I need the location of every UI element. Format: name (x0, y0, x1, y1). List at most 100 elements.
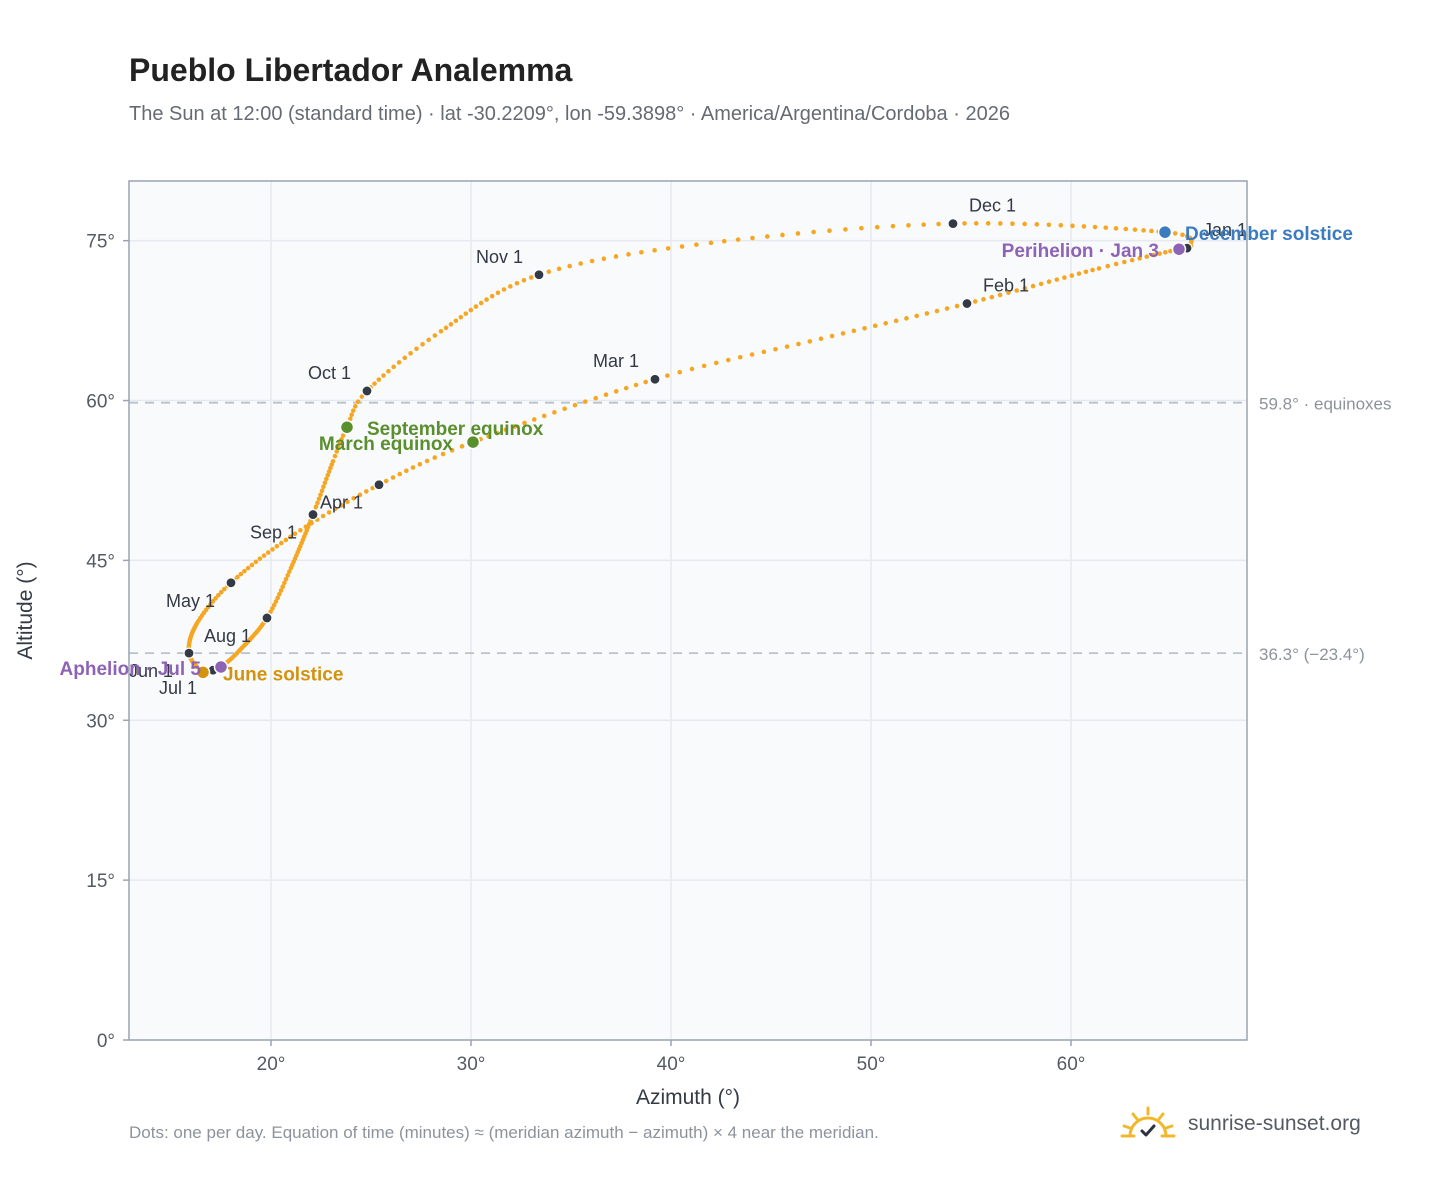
day-dot (503, 427, 509, 433)
month-label: Oct 1 (308, 363, 351, 383)
event-marker (1171, 241, 1187, 257)
month-marker (373, 479, 385, 491)
day-dot (522, 420, 527, 426)
day-dot (924, 311, 930, 316)
month-marker (961, 297, 973, 310)
day-dot (936, 221, 941, 227)
day-dot (1062, 275, 1067, 280)
day-dot (1141, 228, 1146, 233)
day-dot (807, 339, 813, 344)
x-tick-label: 20° (257, 1054, 286, 1075)
day-dot (448, 322, 454, 327)
day-dot (552, 410, 557, 415)
day-dot (274, 543, 280, 549)
day-dot (773, 346, 778, 352)
day-dot (829, 333, 835, 339)
day-dot (737, 354, 743, 360)
day-dot (489, 293, 495, 299)
day-dot (521, 277, 527, 283)
day-dot (874, 224, 880, 230)
day-dot (514, 280, 520, 286)
event-marker (1157, 224, 1173, 240)
day-dot (222, 586, 227, 592)
day-dot (1149, 228, 1154, 234)
day-dot (473, 304, 479, 309)
day-dot (282, 580, 287, 586)
day-dot (271, 602, 277, 608)
x-tick-label: 50° (857, 1054, 886, 1075)
day-dot (438, 328, 444, 334)
day-dot (242, 568, 247, 574)
month-marker (361, 385, 373, 397)
day-dot (761, 349, 767, 355)
day-dot (340, 433, 346, 438)
month-marker (261, 612, 273, 624)
day-dot (665, 373, 670, 378)
month-label: Aug 1 (204, 626, 251, 646)
day-dot (245, 565, 251, 571)
day-dot (639, 249, 644, 255)
x-tick-label: 60° (1057, 1054, 1086, 1075)
brand[interactable]: sunrise-sunset.org (1120, 1100, 1361, 1148)
day-dot (862, 325, 867, 331)
day-dot (494, 430, 500, 436)
day-dot (397, 471, 403, 477)
day-dot (851, 328, 857, 334)
day-dot (357, 492, 363, 498)
plot-frame (128, 180, 1248, 1041)
day-dot (463, 311, 469, 316)
reference-lines: 59.8° · equinoxes 36.3° (−23.4°) (129, 395, 1392, 664)
day-dot (1103, 225, 1109, 230)
day-dot (325, 472, 331, 478)
day-dot (443, 325, 449, 331)
day-dot (997, 221, 1003, 226)
day-dot (1132, 227, 1138, 232)
day-dot (1123, 226, 1129, 232)
day-dot (440, 451, 446, 457)
day-dot (330, 458, 336, 464)
day-dot (324, 476, 329, 482)
day-dot (390, 475, 396, 480)
axes: 20° 30° 40° 50° 60° 0° 15° 30° 45° 60° 75° (86, 232, 1085, 1075)
day-dot (613, 254, 619, 259)
day-dot (1172, 231, 1178, 236)
day-dot (1151, 252, 1156, 258)
day-dot (694, 242, 699, 247)
day-dot (478, 300, 484, 306)
event-label: June solstice (223, 664, 343, 685)
day-dot (1092, 224, 1098, 230)
day-dot (764, 234, 770, 239)
day-dot (376, 377, 382, 382)
day-dot (528, 275, 534, 280)
day-dot (985, 221, 991, 226)
day-dot (1006, 290, 1011, 296)
day-dot (316, 496, 322, 502)
day-dot (1081, 224, 1087, 229)
day-dot (1144, 254, 1150, 259)
day-dot (1054, 277, 1060, 282)
day-dot (426, 337, 431, 343)
day-dot (459, 444, 465, 449)
day-dot (495, 290, 501, 296)
day-dot (501, 287, 507, 292)
day-dot (396, 360, 402, 365)
x-tick-label: 40° (657, 1054, 686, 1075)
day-dot (893, 318, 899, 324)
day-dot (701, 363, 707, 369)
day-dot (859, 225, 864, 231)
day-dot (270, 606, 275, 611)
day-dot (546, 269, 552, 275)
day-dot (749, 352, 755, 357)
day-dot (468, 307, 474, 313)
y-tick-label: 45° (86, 551, 115, 572)
y-tick-label: 30° (86, 711, 115, 732)
day-dot (364, 489, 369, 494)
y-tick-label: 60° (86, 392, 115, 413)
day-dot (1010, 221, 1015, 226)
day-dot (633, 382, 639, 388)
day-dot (326, 510, 332, 515)
reference-line-label: 59.8° · equinoxes (1259, 395, 1392, 414)
event-marker (339, 419, 355, 435)
brand-label[interactable]: sunrise-sunset.org (1188, 1112, 1361, 1135)
day-dot (265, 550, 271, 555)
